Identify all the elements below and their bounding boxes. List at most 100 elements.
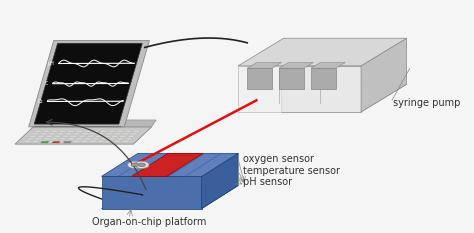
- Polygon shape: [35, 130, 42, 132]
- Polygon shape: [130, 133, 137, 135]
- Polygon shape: [32, 140, 39, 142]
- Polygon shape: [73, 140, 80, 142]
- Polygon shape: [97, 133, 105, 135]
- Text: oxygen sensor: oxygen sensor: [243, 154, 314, 164]
- Polygon shape: [34, 43, 142, 124]
- Text: temperature sensor: temperature sensor: [243, 166, 340, 176]
- Polygon shape: [67, 138, 75, 140]
- Polygon shape: [125, 130, 132, 132]
- Polygon shape: [76, 138, 83, 140]
- Polygon shape: [62, 135, 69, 137]
- Polygon shape: [247, 68, 272, 89]
- Polygon shape: [279, 62, 313, 68]
- Polygon shape: [238, 66, 361, 112]
- Text: pH sensor: pH sensor: [243, 177, 292, 187]
- Polygon shape: [101, 185, 238, 209]
- Circle shape: [138, 163, 146, 167]
- Polygon shape: [64, 133, 72, 135]
- Polygon shape: [41, 141, 49, 143]
- Polygon shape: [108, 130, 116, 132]
- Polygon shape: [32, 133, 39, 135]
- Polygon shape: [87, 135, 94, 137]
- Polygon shape: [106, 133, 113, 135]
- Polygon shape: [27, 138, 34, 140]
- Polygon shape: [109, 138, 116, 140]
- Polygon shape: [111, 135, 118, 137]
- Polygon shape: [238, 66, 281, 112]
- Polygon shape: [81, 133, 88, 135]
- Polygon shape: [238, 38, 407, 66]
- Polygon shape: [78, 135, 86, 137]
- Polygon shape: [48, 140, 55, 142]
- Polygon shape: [56, 133, 64, 135]
- Polygon shape: [33, 120, 156, 127]
- Polygon shape: [311, 62, 345, 68]
- Polygon shape: [100, 130, 107, 132]
- Polygon shape: [59, 130, 66, 132]
- Polygon shape: [84, 130, 91, 132]
- Polygon shape: [133, 130, 140, 132]
- Polygon shape: [48, 133, 55, 135]
- Polygon shape: [92, 130, 99, 132]
- Polygon shape: [65, 140, 72, 142]
- Polygon shape: [361, 38, 407, 112]
- Polygon shape: [56, 140, 64, 142]
- Polygon shape: [103, 135, 110, 137]
- Polygon shape: [24, 140, 31, 142]
- Polygon shape: [35, 138, 42, 140]
- Polygon shape: [95, 135, 102, 137]
- Polygon shape: [54, 135, 61, 137]
- Polygon shape: [43, 130, 50, 132]
- Polygon shape: [64, 141, 72, 143]
- Polygon shape: [279, 68, 304, 89]
- Polygon shape: [52, 141, 60, 143]
- Text: C: C: [45, 81, 48, 86]
- Polygon shape: [73, 133, 80, 135]
- Polygon shape: [37, 135, 45, 137]
- Polygon shape: [117, 138, 124, 140]
- Polygon shape: [132, 153, 203, 176]
- Polygon shape: [43, 138, 50, 140]
- Polygon shape: [75, 130, 83, 132]
- Polygon shape: [81, 140, 89, 142]
- Polygon shape: [84, 138, 91, 140]
- Circle shape: [135, 161, 149, 168]
- Polygon shape: [29, 41, 149, 127]
- Polygon shape: [51, 138, 58, 140]
- Polygon shape: [238, 84, 407, 112]
- Polygon shape: [67, 130, 74, 132]
- Text: O₂: O₂: [37, 99, 43, 104]
- Polygon shape: [98, 140, 105, 142]
- Polygon shape: [311, 68, 336, 89]
- Polygon shape: [92, 138, 100, 140]
- Polygon shape: [122, 133, 129, 135]
- Polygon shape: [40, 133, 47, 135]
- Polygon shape: [114, 140, 121, 142]
- Polygon shape: [106, 140, 113, 142]
- Circle shape: [128, 161, 142, 168]
- Polygon shape: [100, 138, 108, 140]
- Polygon shape: [122, 140, 129, 142]
- Polygon shape: [46, 135, 53, 137]
- Polygon shape: [90, 140, 97, 142]
- Polygon shape: [101, 176, 202, 209]
- Text: Organ-on-chip platform: Organ-on-chip platform: [92, 217, 207, 227]
- Polygon shape: [202, 153, 238, 209]
- Polygon shape: [15, 127, 152, 144]
- Polygon shape: [51, 130, 58, 132]
- Polygon shape: [247, 62, 282, 68]
- Circle shape: [131, 163, 138, 167]
- Polygon shape: [29, 135, 36, 137]
- Text: syringe pump: syringe pump: [393, 98, 460, 108]
- Polygon shape: [89, 133, 97, 135]
- Polygon shape: [117, 130, 124, 132]
- Text: pH: pH: [47, 61, 54, 66]
- Polygon shape: [70, 135, 77, 137]
- Polygon shape: [128, 135, 135, 137]
- Polygon shape: [125, 138, 132, 140]
- Polygon shape: [119, 135, 127, 137]
- Polygon shape: [59, 138, 66, 140]
- Text: feedback: feedback: [134, 169, 179, 179]
- Polygon shape: [40, 140, 47, 142]
- Polygon shape: [101, 153, 238, 176]
